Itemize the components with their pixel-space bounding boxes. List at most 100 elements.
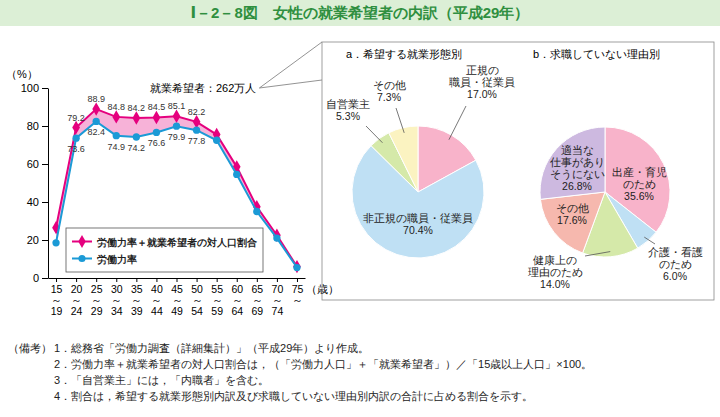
y-tick-label: 40 bbox=[27, 196, 39, 208]
x-tick-mark bbox=[257, 278, 258, 282]
slice-label: 介護・看護のため bbox=[648, 246, 703, 270]
x-tick-label: 50～54 bbox=[191, 283, 203, 317]
y-tick: 0 bbox=[33, 272, 48, 284]
slice-value-label: 5.3% bbox=[336, 110, 360, 122]
annotation-leader bbox=[259, 42, 322, 88]
slice-value-label: 70.4% bbox=[403, 224, 433, 236]
slice-label: その他 bbox=[556, 202, 589, 214]
y-axis: 0 20 40 60 80 100 bbox=[21, 82, 49, 284]
x-tick-mark bbox=[197, 278, 198, 282]
slice-label: その他 bbox=[373, 79, 406, 91]
data-label: 79.2 bbox=[67, 113, 85, 123]
data-label: 74.2 bbox=[128, 143, 146, 153]
series-marker bbox=[253, 208, 260, 215]
pie-slice bbox=[540, 192, 605, 253]
slice-value-label: 17.0% bbox=[467, 88, 497, 100]
y-tick: 20 bbox=[27, 234, 48, 246]
data-label: 77.8 bbox=[188, 136, 206, 146]
y-tick-mark bbox=[42, 202, 48, 203]
series-marker bbox=[233, 171, 240, 178]
series-marker bbox=[153, 111, 161, 124]
series-marker bbox=[173, 110, 181, 123]
slice-leader bbox=[585, 252, 610, 256]
legend: 労働力率＋就業希望者の対人口割合労働力率 bbox=[66, 228, 263, 272]
data-label: 88.9 bbox=[87, 94, 105, 104]
note-item: 4．割合は，希望する就業形態別内訳及び求職していない理由別内訳の合計に占める割合… bbox=[54, 390, 533, 403]
x-tick-label: 60～64 bbox=[231, 283, 243, 317]
slice-label: 正規の職員・従業員 bbox=[449, 64, 515, 88]
series-marker bbox=[293, 264, 300, 271]
y-tick-label: 80 bbox=[27, 120, 39, 132]
x-axis: 15～1920～2425～2930～3435～3940～4445～4950～54… bbox=[49, 278, 306, 317]
x-tick-label: 70～74 bbox=[272, 283, 284, 317]
x-tick: 40～44 bbox=[151, 278, 163, 317]
y-tick-mark bbox=[42, 278, 48, 279]
legend-box bbox=[66, 228, 263, 272]
y-tick-mark bbox=[42, 88, 48, 89]
x-tick-label: 35～39 bbox=[131, 283, 143, 317]
x-axis-title: （歳） bbox=[306, 283, 339, 295]
title-bar bbox=[0, 0, 720, 26]
x-tick: 45～49 bbox=[171, 278, 183, 317]
legend-label: 労働力率＋就業希望者の対人口割合 bbox=[97, 237, 257, 248]
y-tick: 80 bbox=[27, 120, 48, 132]
slice-label: 自営業主 bbox=[326, 98, 370, 110]
series-marker bbox=[93, 118, 100, 125]
series-marker bbox=[133, 133, 140, 140]
x-tick-mark bbox=[237, 278, 238, 282]
series-marker bbox=[52, 239, 59, 246]
x-tick-mark bbox=[177, 278, 178, 282]
data-label: 85.1 bbox=[168, 101, 186, 111]
series-marker bbox=[132, 111, 140, 124]
data-label: 84.2 bbox=[128, 103, 146, 113]
pie-title: a．希望する就業形態別 bbox=[346, 48, 462, 61]
figure-root: Ⅰ－2－8図 女性の就業希望者の内訳（平成29年）02040608010015～… bbox=[0, 0, 720, 417]
pie-slice bbox=[389, 126, 418, 192]
series-marker bbox=[193, 127, 200, 134]
series-marker bbox=[153, 129, 160, 136]
x-tick-mark bbox=[136, 278, 137, 282]
note-item: 1．総務省「労働力調査（詳細集計）」（平成29年）より作成。 bbox=[54, 342, 369, 354]
y-tick: 40 bbox=[27, 196, 48, 208]
pie-title: b．求職していない理由別 bbox=[533, 48, 660, 60]
series-marker bbox=[193, 115, 201, 128]
y-tick-label: 60 bbox=[27, 158, 39, 170]
slice-leader bbox=[366, 126, 382, 143]
x-tick: 60～64 bbox=[231, 278, 243, 317]
slice-leader bbox=[449, 106, 466, 140]
x-tick: 65～69 bbox=[251, 278, 263, 317]
title: Ⅰ－2－8図 女性の就業希望者の内訳（平成29年） bbox=[191, 4, 530, 21]
x-tick-mark bbox=[217, 278, 218, 282]
pie bbox=[540, 127, 670, 257]
data-label: 76.6 bbox=[148, 138, 166, 148]
data-label: 73.6 bbox=[67, 144, 85, 154]
pie-slice bbox=[540, 127, 605, 199]
x-tick-mark bbox=[116, 278, 117, 282]
slice-value-label: 6.0% bbox=[663, 270, 687, 282]
y-tick-mark bbox=[42, 126, 48, 127]
y-tick: 100 bbox=[21, 82, 48, 94]
slice-value-label: 35.6% bbox=[624, 190, 654, 202]
x-tick-mark bbox=[297, 278, 298, 282]
slice-value-label: 17.6% bbox=[557, 214, 587, 226]
slice-label: 非正規の職員・従業員 bbox=[363, 212, 473, 224]
x-tick: 35～39 bbox=[131, 278, 143, 317]
annotation: 就業希望者：262万人 bbox=[150, 82, 256, 94]
annotation-leader bbox=[259, 80, 322, 88]
y-tick-mark bbox=[42, 240, 48, 241]
x-tick-label: 65～69 bbox=[251, 283, 263, 317]
legend-swatch bbox=[78, 235, 85, 248]
series-marker bbox=[173, 123, 180, 130]
slice-leader bbox=[644, 237, 655, 244]
slice-label: 出産・育児のため bbox=[612, 166, 667, 190]
x-tick-mark bbox=[56, 278, 57, 282]
data-label: 79.9 bbox=[168, 132, 186, 142]
x-tick: 75～ bbox=[292, 278, 304, 306]
x-tick-mark bbox=[156, 278, 157, 282]
plot-area bbox=[52, 102, 301, 273]
pie-panel bbox=[322, 42, 714, 300]
y-tick: 60 bbox=[27, 158, 48, 170]
x-tick-label: 30～34 bbox=[111, 283, 123, 317]
pie bbox=[352, 126, 484, 258]
series-marker bbox=[213, 137, 220, 144]
